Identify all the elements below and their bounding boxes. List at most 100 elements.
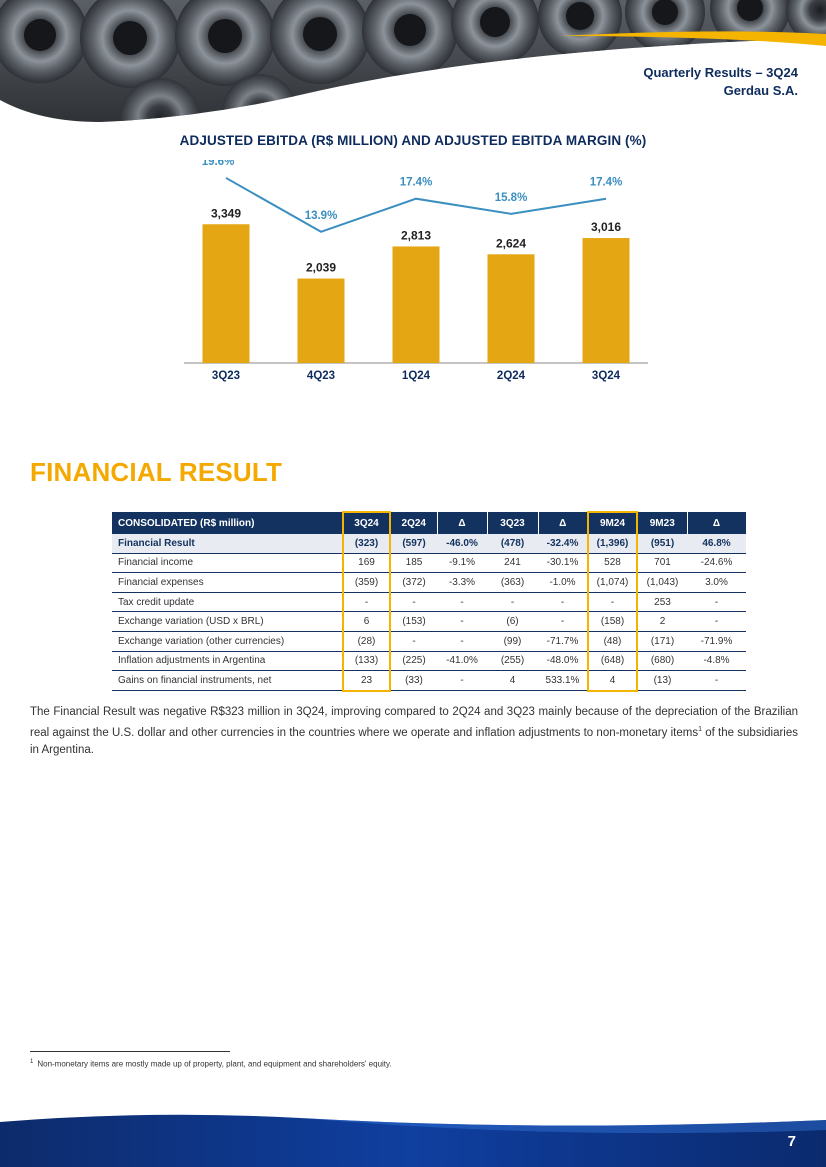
table-cell: -30.1% (538, 553, 588, 574)
margin-value-label: 19.6% (202, 160, 235, 168)
row-label: Tax credit update (112, 592, 343, 613)
header-info: Quarterly Results – 3Q24 Gerdau S.A. (643, 64, 798, 100)
table-row: Exchange variation (other currencies) (28… (112, 631, 746, 652)
table-cell: - (687, 670, 746, 692)
table-cell: -71.7% (538, 631, 588, 652)
margin-value-label: 17.4% (590, 177, 623, 189)
margin-value-label: 13.9% (305, 210, 338, 222)
table-cell: (158) (587, 611, 638, 632)
bar-1q24 (392, 246, 440, 363)
table-cell: (13) (637, 670, 687, 692)
table-cell: (255) (487, 651, 538, 672)
row-label: Financial income (112, 553, 343, 574)
section-title: FINANCIAL RESULT (30, 457, 283, 487)
table-cell: - (437, 611, 487, 632)
page-number: 7 (787, 1133, 796, 1150)
table-cell: - (390, 631, 437, 652)
bar-value-label: 3,349 (211, 206, 241, 220)
x-tick-label: 3Q24 (592, 370, 621, 382)
table-cell: (1,074) (587, 572, 638, 593)
table-cell: 169 (342, 553, 391, 574)
table-header-cell: 3Q23 (487, 512, 539, 534)
bar-2q24 (487, 254, 535, 363)
report-title: Quarterly Results – 3Q24 (643, 65, 798, 80)
table-row: Financial income 169 185 -9.1% 241 -30.1% 528 7… (112, 553, 746, 574)
table-cell: (153) (390, 611, 437, 632)
body-text-main: The Financial Result was negative R$323 … (30, 706, 798, 739)
table-cell: 533.1% (538, 670, 588, 692)
table-cell: (28) (342, 631, 391, 652)
table-row: Financial Result (323) (597) -46.0% (478) -32… (112, 534, 746, 554)
table-cell: - (538, 611, 588, 632)
table-cell: (33) (390, 670, 437, 692)
table-cell: -41.0% (437, 651, 487, 672)
x-tick-label: 2Q24 (497, 370, 526, 382)
x-tick-label: 1Q24 (402, 370, 431, 382)
margin-line (225, 177, 607, 233)
table-cell: 3.0% (687, 572, 746, 593)
table-cell: - (687, 592, 746, 613)
chart-title: ADJUSTED EBITDA (R$ MILLION) AND ADJUSTE… (179, 133, 647, 148)
table-cell: - (437, 670, 487, 692)
table-cell: 528 (587, 553, 638, 574)
table-cell: (225) (390, 651, 437, 672)
row-label: Financial Result (112, 534, 343, 554)
table-cell: (478) (487, 534, 538, 554)
footnote-reference[interactable]: 1 (698, 726, 702, 733)
row-label: Gains on financial instruments, net (112, 670, 343, 692)
table-cell: 6 (342, 611, 391, 632)
table-cell: (6) (487, 611, 538, 632)
table-cell: -1.0% (538, 572, 588, 593)
footnote-marker: 1 (30, 1059, 34, 1065)
bar-value-label: 2,813 (401, 228, 431, 242)
table-cell: 23 (342, 670, 391, 692)
table-cell: - (437, 631, 487, 652)
table-header-cell: 3Q24 (342, 511, 391, 534)
company-name: Gerdau S.A. (723, 83, 798, 98)
table-cell: 241 (487, 553, 538, 574)
table-cell: -48.0% (538, 651, 588, 672)
margin-value-label: 15.8% (495, 192, 528, 204)
table-cell: 185 (390, 553, 437, 574)
table-cell: (363) (487, 572, 538, 593)
table-cell: (680) (637, 651, 687, 672)
body-paragraph: The Financial Result was negative R$323 … (30, 704, 798, 759)
table-cell: - (342, 592, 391, 613)
table-row: Inflation adjustments in Argentina (133)(… (112, 651, 746, 672)
margin-value-label: 17.4% (400, 177, 433, 189)
table-cell: -46.0% (437, 534, 487, 554)
table-cell: -9.1% (437, 553, 487, 574)
table-cell: -24.6% (687, 553, 746, 574)
bar-3q24 (582, 238, 630, 363)
table-cell: 46.8% (687, 534, 746, 554)
financial-result-table: CONSOLIDATED (R$ million) 3Q24 2Q24 Δ 3Q23 Δ 9… (112, 511, 747, 692)
footnote-text: Non-monetary items are mostly made up of… (37, 1059, 392, 1069)
x-tick-label: 3Q23 (212, 370, 240, 382)
footnote: 1 Non-monetary items are mostly made up o… (30, 1059, 392, 1069)
table-cell: -3.3% (437, 572, 487, 593)
table-header-row: CONSOLIDATED (R$ million) 3Q24 2Q24 Δ 3Q23 Δ 9… (112, 511, 747, 534)
table-row: Exchange variation (USD x BRL) 6 (153) - (6)… (112, 611, 746, 632)
bar-3q23 (202, 224, 250, 363)
table-cell: - (437, 592, 487, 613)
table-cell: - (587, 592, 638, 613)
table-cell: - (487, 592, 538, 613)
table-cell: (171) (637, 631, 687, 652)
row-label: Exchange variation (other currencies) (112, 631, 343, 652)
header-banner (0, 0, 826, 122)
bar-value-label: 2,039 (306, 261, 336, 275)
ebitda-chart: 3,349 3Q23 2,039 4Q23 2,813 1Q24 2,624 2Q24 3,01… (184, 160, 648, 382)
table-row: Tax credit update - - - - - -253- (112, 592, 746, 613)
footnote-divider (30, 1051, 230, 1052)
bar-value-label: 3,016 (591, 220, 621, 234)
table-header-cell: Δ (538, 512, 589, 534)
table-cell: (359) (342, 572, 391, 593)
table-header-cell: 2Q24 (390, 512, 438, 534)
table-cell: (99) (487, 631, 538, 652)
x-tick-label: 4Q23 (307, 370, 335, 382)
table-row: Gains on financial instruments, net 23 (33… (112, 670, 746, 692)
table-cell: (1,043) (637, 572, 687, 593)
table-header-cell: Δ (437, 512, 488, 534)
table-cell: 253 (637, 592, 687, 613)
table-cell: 701 (637, 553, 687, 574)
